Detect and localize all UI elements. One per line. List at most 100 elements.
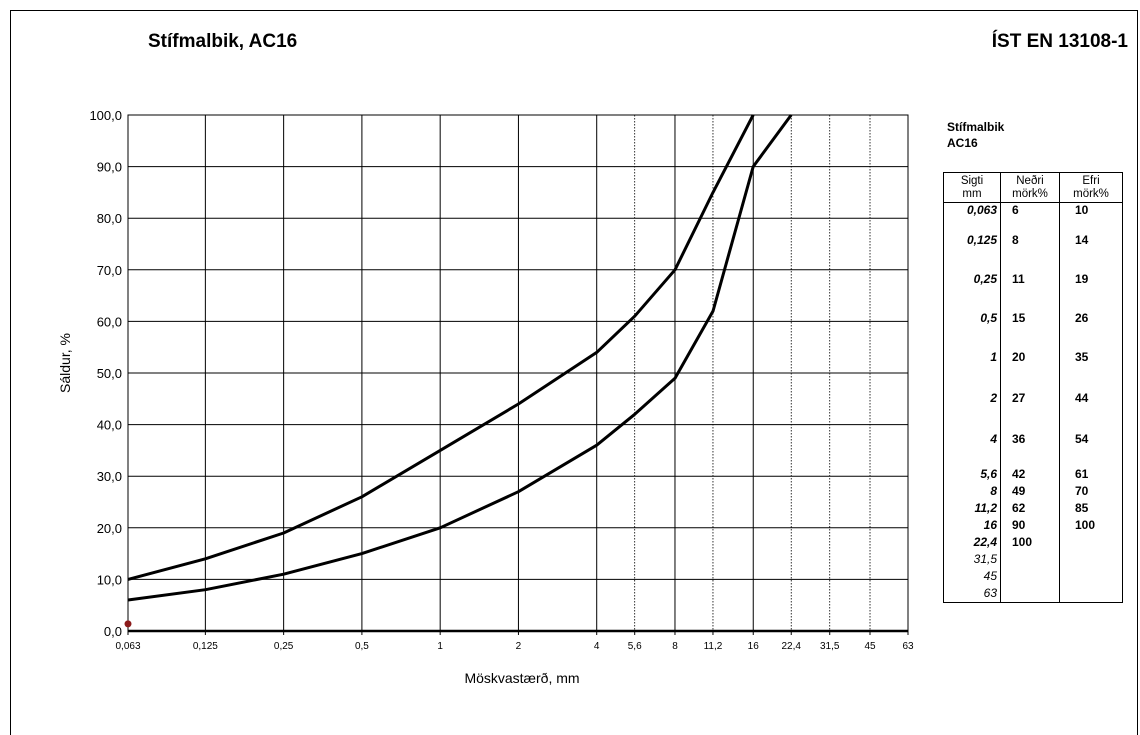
- lower-limit-cell: 20: [1000, 349, 1060, 391]
- sieve-cell: 22,4: [973, 534, 997, 549]
- y-tick-label: 70,0: [97, 263, 122, 278]
- grading-limits-table: Sigti mm Neðri mörk% Efri mörk% 0,063 6 10 0,1…: [943, 172, 1123, 603]
- sieve-cell: 0,25: [973, 271, 997, 286]
- table-header-row: Sigti mm Neðri mörk% Efri mörk%: [943, 172, 1123, 203]
- y-tick-label: 0,0: [104, 624, 122, 639]
- table-row: 2 27 44: [944, 390, 1123, 432]
- lower-limit-cell: 90: [1000, 517, 1060, 535]
- table-row: 0,063 6 10: [944, 202, 1123, 233]
- sieve-cell: 45: [983, 568, 997, 583]
- table-row: 1 20 35: [944, 349, 1123, 391]
- x-tick-label: 11,2: [704, 641, 723, 652]
- table-row: 0,5 15 26: [944, 310, 1123, 350]
- upper-limit-cell: [1059, 534, 1123, 552]
- x-tick-label: 5,6: [628, 641, 642, 652]
- chart-title: Stífmalbik, AC16: [148, 31, 298, 52]
- sieve-cell: 0,125: [966, 232, 997, 247]
- lower-limit-cell: 36: [1000, 431, 1060, 467]
- lower-limit-cell: 49: [1000, 483, 1060, 501]
- upper-limit-cell: 35: [1059, 349, 1123, 391]
- y-tick-label: 90,0: [97, 160, 122, 175]
- lower-limit-cell: 62: [1000, 500, 1060, 518]
- y-tick-label: 50,0: [97, 366, 122, 381]
- lower-limit-cell: 100: [1000, 534, 1060, 552]
- legend-title: Stífmalbik AC16: [947, 119, 1004, 151]
- x-tick-label: 0,25: [274, 641, 294, 652]
- table-row: 4 36 54: [944, 431, 1123, 467]
- sieve-cell: 0,063: [966, 203, 997, 217]
- upper-limit-cell: 70: [1059, 483, 1123, 501]
- table-row: 31,5: [944, 551, 1123, 569]
- x-tick-label: 22,4: [782, 641, 802, 652]
- lower-limit-cell: 42: [1000, 466, 1060, 484]
- x-tick-label: 2: [516, 641, 522, 652]
- x-tick-label: 0,5: [355, 641, 369, 652]
- upper-limit-cell: 44: [1059, 390, 1123, 432]
- x-tick-label: 4: [594, 641, 600, 652]
- y-tick-label: 100,0: [89, 108, 122, 123]
- header-upper-limit: Efri mörk%: [1059, 172, 1123, 203]
- legend-title-line1: Stífmalbik: [947, 120, 1005, 134]
- upper-limit-cell: [1059, 551, 1123, 569]
- data-point-marker: [124, 620, 132, 628]
- y-tick-label: 30,0: [97, 469, 122, 484]
- y-tick-label: 10,0: [97, 572, 122, 587]
- y-tick-label: 40,0: [97, 418, 122, 433]
- header-lower-limit: Neðri mörk%: [1000, 172, 1060, 203]
- sieve-cell: 11,2: [974, 500, 997, 515]
- x-tick-label: 0,125: [193, 641, 218, 652]
- lower-limit-cell: [1000, 585, 1060, 603]
- table-row: 63: [944, 585, 1123, 603]
- x-tick-label: 63: [902, 641, 914, 652]
- header-sieve: Sigti mm: [943, 172, 1001, 203]
- standard-label: ÍST EN 13108-1: [991, 31, 1128, 52]
- x-tick-label: 45: [864, 641, 876, 652]
- table-row: 0,125 8 14: [944, 232, 1123, 272]
- y-tick-label: 20,0: [97, 521, 122, 536]
- x-tick-label: 16: [748, 641, 760, 652]
- table-row: 5,6 42 61: [944, 466, 1123, 484]
- x-tick-label: 1: [437, 641, 443, 652]
- upper-limit-cell: 54: [1059, 431, 1123, 467]
- lower-limit-cell: 27: [1000, 390, 1060, 432]
- y-tick-label: 60,0: [97, 314, 122, 329]
- legend-title-line2: AC16: [947, 136, 978, 150]
- upper-limit-cell: [1059, 585, 1123, 603]
- table-row: 0,25 11 19: [944, 271, 1123, 311]
- lower-limit-curve: [127, 114, 793, 602]
- upper-limit-cell: [1059, 568, 1123, 586]
- y-tick-label: 80,0: [97, 211, 122, 226]
- table-row: 22,4 100: [944, 534, 1123, 552]
- sieve-cell: 0,5: [980, 310, 997, 325]
- table-row: 8 49 70: [944, 483, 1123, 501]
- sieve-cell: 4: [990, 431, 997, 446]
- upper-limit-cell: 100: [1059, 517, 1123, 535]
- upper-limit-cell: 85: [1059, 500, 1123, 518]
- upper-limit-cell: 10: [1059, 202, 1123, 233]
- lower-limit-cell: [1000, 551, 1060, 569]
- sieve-cell: 31,5: [973, 551, 997, 566]
- upper-limit-cell: 61: [1059, 466, 1123, 484]
- lower-limit-cell: 6: [1000, 202, 1060, 233]
- page-frame: [10, 10, 1138, 735]
- upper-limit-cell: 14: [1059, 232, 1123, 272]
- sieve-cell: 63: [983, 585, 997, 600]
- y-axis-label: Sáldur, %: [57, 333, 73, 393]
- sieve-cell: 5,6: [980, 466, 997, 481]
- x-tick-label: 8: [672, 641, 678, 652]
- table-row: 11,2 62 85: [944, 500, 1123, 518]
- lower-limit-cell: 11: [1000, 271, 1060, 311]
- lower-limit-cell: 8: [1000, 232, 1060, 272]
- x-tick-label: 0,063: [115, 641, 140, 652]
- table-row: 16 90 100: [944, 517, 1123, 535]
- table-row: 45: [944, 568, 1123, 586]
- upper-limit-cell: 26: [1059, 310, 1123, 350]
- sieve-cell: 1: [990, 349, 997, 364]
- upper-limit-cell: 19: [1059, 271, 1123, 311]
- lower-limit-cell: [1000, 568, 1060, 586]
- sieve-cell: 2: [990, 390, 997, 405]
- x-tick-label: 31,5: [820, 641, 840, 652]
- lower-limit-cell: 15: [1000, 310, 1060, 350]
- sieve-cell: 16: [983, 517, 997, 532]
